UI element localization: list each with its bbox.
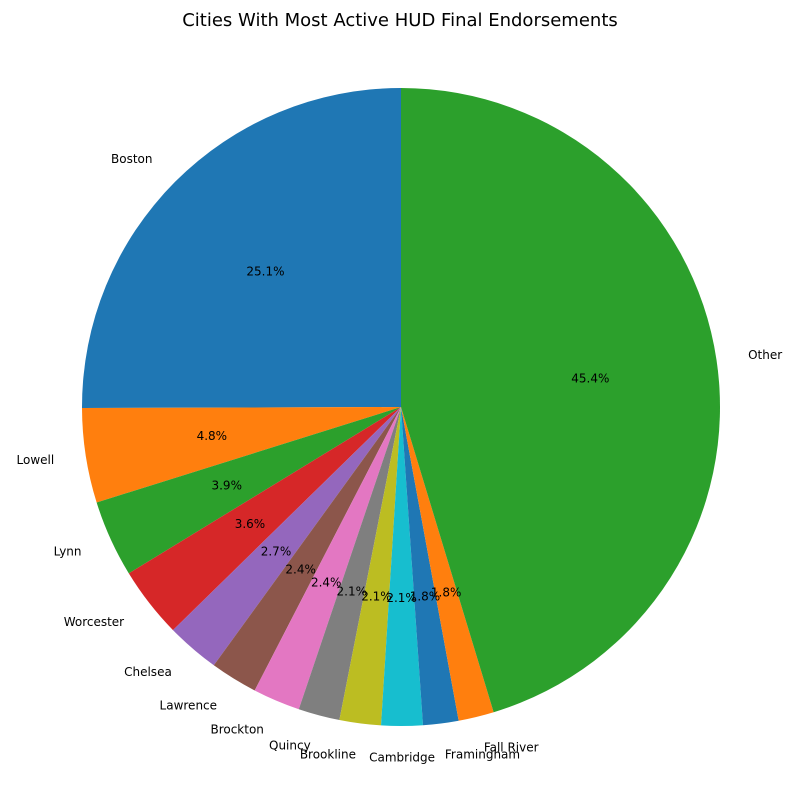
slice-label-lawrence: Lawrence [160,698,218,712]
slice-percent-worcester: 3.6% [235,517,266,531]
slice-percent-boston: 25.1% [246,264,284,278]
pie-slice-framingham [401,407,459,726]
slice-percent-fall-river: 1.8% [431,585,462,599]
slice-label-boston: Boston [111,152,152,166]
slice-percent-quincy: 2.1% [337,584,368,598]
slice-percent-cambridge: 2.1% [386,591,417,605]
slice-percent-lawrence: 2.4% [285,562,316,576]
slice-label-fall-river: Fall River [484,740,539,754]
pie-slice-lawrence [213,407,401,691]
slice-percent-brockton: 2.4% [311,576,342,590]
slice-label-quincy: Quincy [269,739,311,753]
pie-slice-lynn [96,407,402,574]
slice-percent-lowell: 4.8% [197,429,228,443]
slices-layer [82,88,720,726]
slice-label-brockton: Brockton [210,723,263,737]
slice-label-framingham: Framingham [445,748,520,762]
slice-percent-chelsea: 2.7% [261,544,292,558]
labels-layer: Boston 25.1% Lowell 4.8% Lynn 3.9% Worcester 3.… [17,152,783,765]
slice-label-cambridge: Cambridge [369,750,435,764]
pie-slice-worcester [128,407,401,631]
pie-slice-brockton [254,407,401,710]
pie-slice-lowell [82,407,401,503]
slice-label-lowell: Lowell [17,453,55,467]
slice-label-brookline: Brookline [300,748,356,762]
slice-percent-lynn: 3.9% [211,479,242,493]
slice-percent-other: 45.4% [571,371,609,385]
pie-slice-cambridge [381,407,423,726]
slice-percent-framingham: 1.8% [410,589,441,603]
pie-slice-other [401,88,720,713]
slice-label-other: Other [748,348,782,362]
chart-title: Cities With Most Active HUD Final Endors… [182,10,618,31]
pie-slice-boston [82,88,402,409]
pie-slice-brookline [339,407,401,726]
pie-slice-quincy [298,407,401,720]
pie-slice-fall-river [401,407,494,721]
slice-label-chelsea: Chelsea [124,665,172,679]
slice-percent-brookline: 2.1% [361,589,392,603]
pie-slice-chelsea [172,407,401,666]
slice-label-lynn: Lynn [54,545,82,559]
slice-label-worcester: Worcester [64,615,124,629]
